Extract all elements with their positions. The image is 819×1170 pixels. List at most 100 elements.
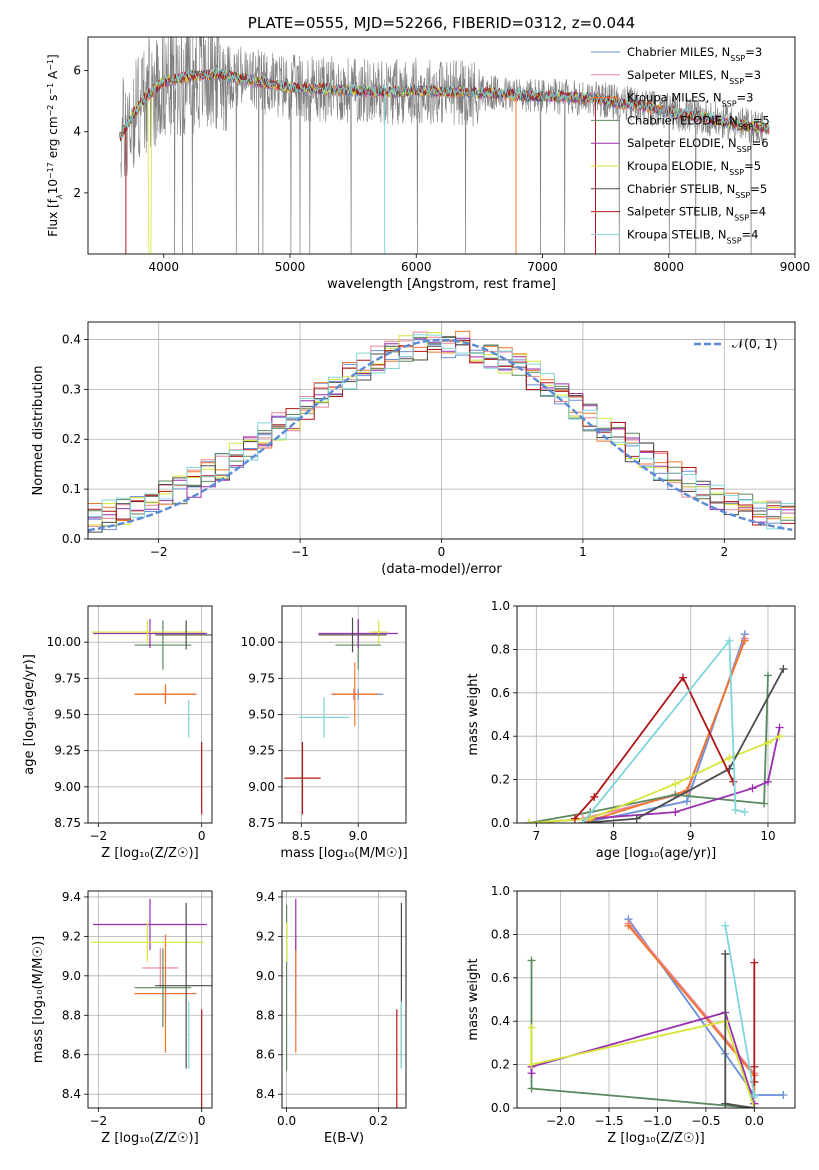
- y-tick-label: 0.0: [491, 1101, 510, 1115]
- weight-series-salpeter-stelib: [750, 958, 759, 1086]
- y-axis-label: Normed distribution: [31, 366, 46, 496]
- mass_weight_vs_Z-frame: −2.0 −1.5 −1.0 −0.5 0.0 0.0 0.2 0.4 0.6 0.8 1.0 Z […: [466, 884, 796, 1146]
- chart-title: PLATE=0555, MJD=52266, FIBERID=0312, z=0…: [248, 14, 635, 32]
- y-tick-label: 0.6: [491, 971, 510, 985]
- legend-label: Kroupa ELODIE, NSSP=5: [627, 159, 761, 177]
- x-axis-label: Z [log₁₀(Z/Z☉)]: [101, 1131, 198, 1146]
- y-tick-label: 8.8: [62, 1008, 81, 1022]
- spectrum-plot-area: [119, 37, 770, 254]
- weight-series-chabrier-elodie: [527, 956, 759, 1108]
- y-tick-label: 9.75: [248, 671, 275, 685]
- series-marker: [763, 671, 772, 680]
- series-marker: [763, 738, 772, 747]
- weight-series-kroupa-stelib: [578, 636, 749, 823]
- spectrum-legend: Chabrier MILES, NSSP=3 Salpeter MILES, NS…: [591, 45, 770, 245]
- y-tick-label: 1.0: [491, 884, 510, 898]
- errorbar-kroupa-miles: [134, 684, 197, 705]
- y-tick-label: 0.0: [62, 532, 81, 546]
- errorbar-chabrier-stelib: [155, 902, 212, 1069]
- series-marker: [750, 1062, 759, 1071]
- y-axis-label: mass [log₁₀(M/M☉)]: [31, 936, 46, 1063]
- y-tick-label: 0.4: [491, 1014, 510, 1028]
- series-marker: [725, 636, 734, 645]
- y-tick-label: 8.4: [256, 1087, 275, 1101]
- mass_weight_vs_age-frame: 7 8 9 10 0.0 0.2 0.4 0.6 0.8 1.0 age [log₁₀(age/yr…: [466, 599, 796, 861]
- axes-frame: [87, 36, 796, 255]
- x-tick-label: 0.0: [277, 1114, 296, 1128]
- legend-label: Kroupa MILES, NSSP=3: [627, 91, 753, 109]
- series-line: [582, 633, 746, 823]
- normal-distribution-curve: [88, 338, 793, 532]
- spectrum-frame: 4000 5000 6000 7000 8000 9000 2 4 6 wavelength [A…: [73, 36, 811, 292]
- y-tick-label: 9.75: [54, 671, 81, 685]
- x-tick-label: 7: [532, 829, 540, 843]
- errorbar-salpeter-stelib: [284, 741, 321, 815]
- axes-frame: [87, 890, 213, 1109]
- y-tick-label: 0.8: [491, 927, 510, 941]
- x-tick-label: −2: [89, 1114, 107, 1128]
- x-tick-label: 0: [438, 545, 446, 559]
- errorbar-salpeter-miles: [142, 948, 179, 988]
- age_vs_mass-frame: 8.5 9.0 8.75 9.00 9.25 9.50 9.75 10.00 mass [log…: [241, 605, 408, 861]
- x-tick-label: 8.5: [292, 829, 311, 843]
- series-marker: [624, 921, 633, 930]
- errorbar-chabrier-elodie: [134, 620, 192, 670]
- series-marker: [590, 792, 599, 801]
- y-tick-label: 0.8: [491, 642, 510, 656]
- series-marker: [725, 753, 734, 762]
- y-tick-label: 9.2: [62, 929, 81, 943]
- y-tick-label: 10.00: [241, 635, 275, 649]
- y-tick-label: 9.4: [256, 890, 275, 904]
- y-tick-label: 0.2: [491, 773, 510, 787]
- x-tick-label: 0.0: [745, 1114, 764, 1128]
- series-marker: [775, 723, 784, 732]
- series-marker: [527, 1023, 536, 1032]
- axes-frame: [516, 605, 796, 824]
- series-marker: [671, 808, 680, 817]
- residuals-plot-area: [88, 330, 795, 533]
- errorbar-kroupa-elodie: [90, 620, 205, 644]
- y-tick-label: 8.6: [62, 1048, 81, 1062]
- series-marker: [527, 956, 536, 965]
- series-marker: [570, 814, 579, 823]
- x-axis-label: (data-model)/error: [381, 562, 502, 577]
- series-line: [581, 638, 745, 823]
- residual-histogram-kroupa-stelib: [88, 334, 795, 530]
- errorbar-kroupa-stelib: [187, 700, 190, 738]
- y-tick-label: 9.00: [248, 780, 275, 794]
- y-tick-label: 0.2: [491, 1058, 510, 1072]
- y-tick-label: 8.75: [248, 816, 275, 830]
- series-line: [582, 640, 746, 823]
- weight-series-kroupa-miles: [624, 921, 759, 1108]
- errorbar-salpeter-elodie: [93, 898, 207, 951]
- residuals-frame: −2 −1 0 1 2 0.0 0.1 0.2 0.3 0.4 (data-model)/error…: [31, 321, 796, 577]
- errorbar-chabrier-elodie: [134, 948, 192, 1028]
- y-tick-label: 9.0: [62, 969, 81, 983]
- series-marker: [586, 814, 595, 823]
- series-marker: [748, 784, 757, 793]
- mass_vs_Z-frame: −2 0 8.4 8.6 8.8 9.0 9.2 9.4 Z [log₁₀(Z/Z☉)] mass…: [31, 890, 213, 1146]
- series-line: [627, 918, 784, 1096]
- series-line: [724, 925, 756, 1098]
- weight-series-salpeter-miles: [624, 919, 759, 1108]
- x-tick-label: 9000: [780, 260, 811, 274]
- series-marker: [721, 949, 730, 958]
- legend-label: Chabrier ELODIE, NSSP=5: [627, 113, 770, 130]
- mass_vs_EBV-axes: [282, 891, 406, 1108]
- x-tick-label: −0.5: [691, 1114, 720, 1128]
- x-tick-label: 7000: [527, 260, 558, 274]
- y-axis-label: Flux [fλ10−17 erg cm−2 s−1 A−1]: [46, 54, 64, 236]
- y-tick-label: 0.0: [491, 816, 510, 830]
- weight-series-kroupa-elodie: [524, 732, 784, 823]
- y-tick-label: 0.2: [62, 432, 81, 446]
- x-tick-label: 8000: [653, 260, 684, 274]
- legend-label: Chabrier STELIB, NSSP=5: [627, 182, 767, 200]
- x-tick-label: 9: [687, 829, 695, 843]
- series-marker: [750, 1093, 759, 1102]
- series-line: [530, 1011, 756, 1104]
- legend-label: Salpeter STELIB, NSSP=4: [627, 205, 766, 223]
- x-tick-label: 0: [198, 829, 206, 843]
- y-tick-label: 0.4: [62, 332, 81, 346]
- errorbar-kroupa-miles: [134, 934, 197, 1053]
- y-tick-label: 4: [73, 125, 81, 139]
